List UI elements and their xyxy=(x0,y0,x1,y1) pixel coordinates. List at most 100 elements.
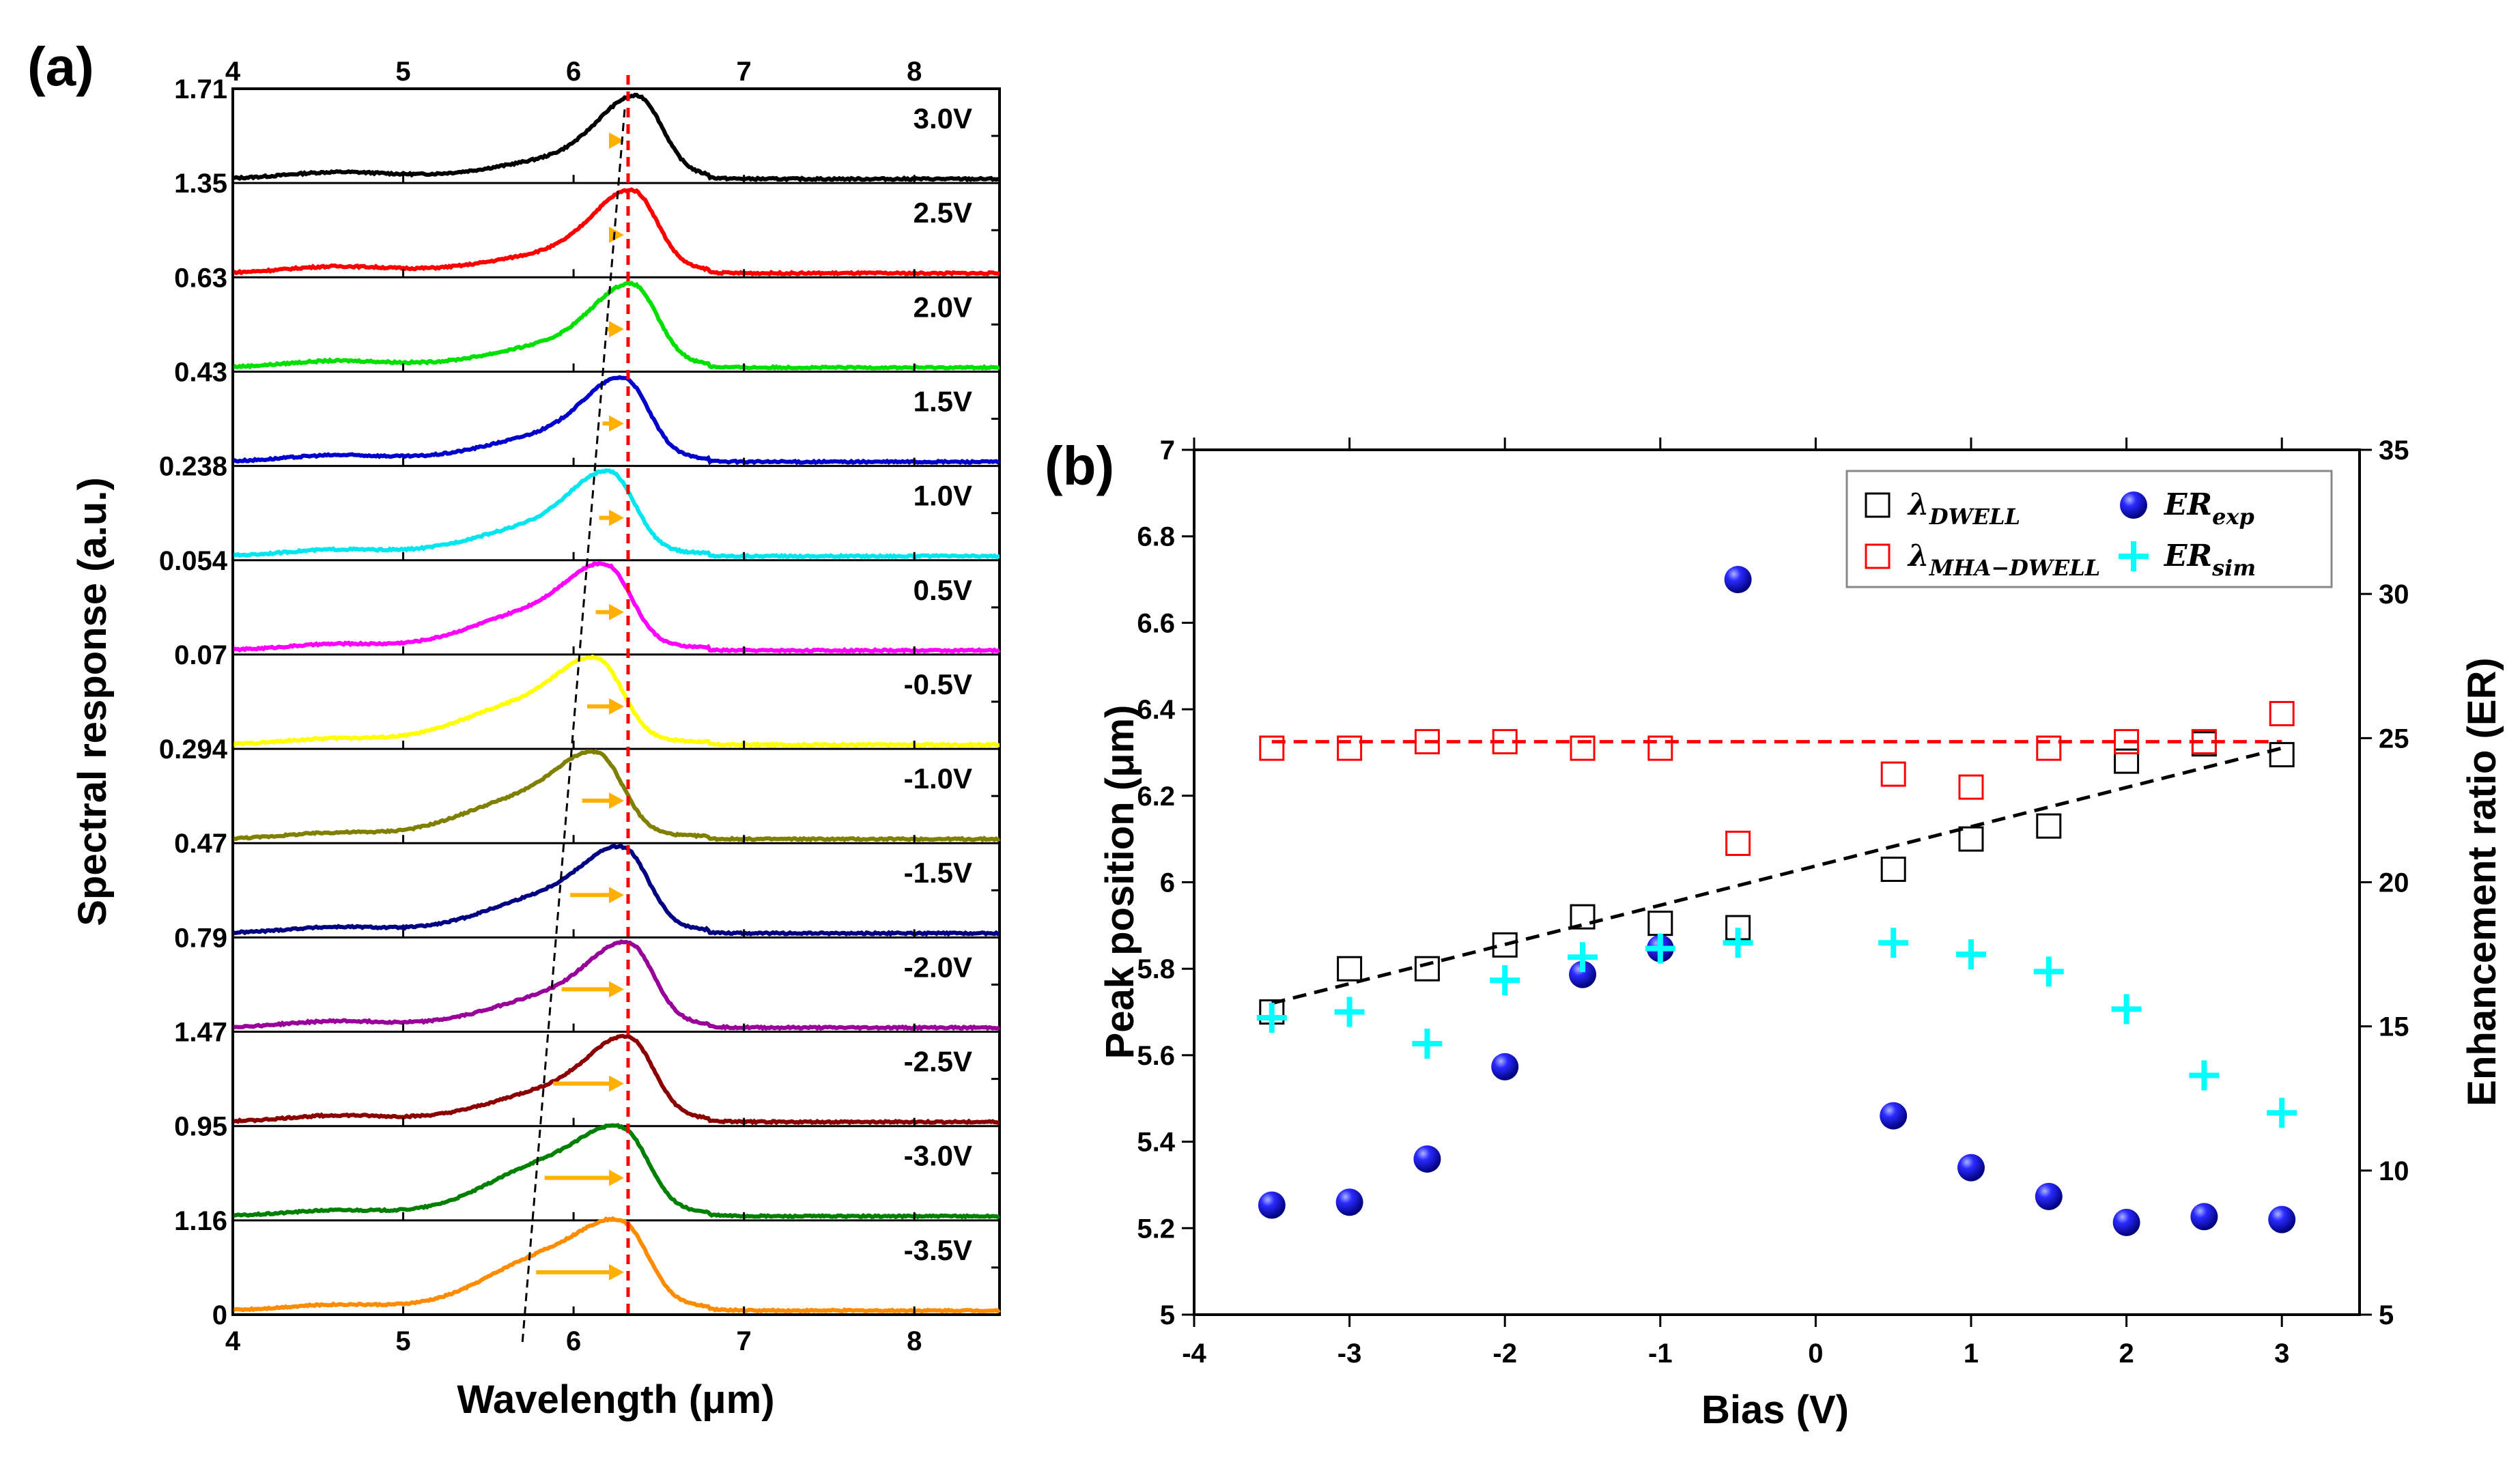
shift-arrowhead xyxy=(608,792,624,810)
panel-a-ylabel: Spectral response (a.u.) xyxy=(70,477,115,926)
sphere-marker xyxy=(1569,960,1596,988)
y-tick-label: 5 xyxy=(1160,1300,1175,1330)
sphere-marker xyxy=(1724,566,1752,594)
y-tick-label: 0.63 xyxy=(174,263,227,293)
y-tick-label: 0.054 xyxy=(159,546,228,576)
square-marker xyxy=(2114,748,2140,774)
y2-tick-label: 35 xyxy=(2379,435,2409,466)
bias-label: 2.5V xyxy=(914,197,972,229)
square-marker xyxy=(2269,700,2295,726)
legend-label-sub: exp xyxy=(2212,504,2254,530)
y-tick-label: 1.16 xyxy=(174,1206,227,1236)
y-tick-label: 0.47 xyxy=(174,829,227,859)
panel-b-label: (b) xyxy=(1045,435,1114,496)
spectrum-curve xyxy=(231,654,1000,749)
spectrum-curve xyxy=(232,281,1000,371)
sphere-marker xyxy=(2120,491,2147,519)
sphere-marker xyxy=(2268,1205,2296,1233)
bias-label: -1.5V xyxy=(904,857,972,889)
plus-marker xyxy=(1878,928,1909,958)
fit-line xyxy=(1271,746,2282,1005)
sphere-marker xyxy=(1413,1145,1441,1173)
y-tick-label: 0.238 xyxy=(159,452,227,482)
shift-arrowhead xyxy=(608,509,624,526)
x-tick-label-top: 6 xyxy=(566,57,581,87)
y-tick-label: 0.43 xyxy=(174,357,227,387)
y2-tick-label: 20 xyxy=(2379,868,2409,898)
plus-marker xyxy=(1956,939,1986,970)
plus-marker xyxy=(1645,933,1675,964)
legend-label: λMHA−DWELL xyxy=(1907,539,2100,581)
panel-b: -4 -3 -2 -1 0 1 2 355.25.45.65.866.26.46.66.875… xyxy=(1137,435,2409,1369)
panel-b-ylabel: Peak position (μm) xyxy=(1098,705,1142,1059)
x-tick-label-top: 8 xyxy=(907,57,922,87)
spectrum-curve xyxy=(232,92,1000,183)
legend-label-main: λ xyxy=(1907,539,1929,573)
square-marker xyxy=(1337,735,1363,761)
x-tick-label: -4 xyxy=(1182,1339,1206,1369)
square-marker xyxy=(1647,735,1673,761)
y-tick-label: 5.6 xyxy=(1137,1041,1175,1071)
square-marker xyxy=(2036,813,2062,839)
x-tick-label: 6 xyxy=(566,1326,581,1356)
plus-marker xyxy=(2033,956,2064,987)
legend-label-main: λ xyxy=(1907,487,1929,522)
bias-label: 1.5V xyxy=(914,385,972,417)
sphere-marker xyxy=(2112,1208,2140,1236)
square-marker xyxy=(1492,932,1518,958)
y-tick-label: 5.2 xyxy=(1137,1214,1175,1244)
plus-marker xyxy=(2189,1060,2220,1091)
square-marker xyxy=(1492,729,1518,755)
shift-arrowhead xyxy=(608,415,624,432)
y2-tick-label: 25 xyxy=(2379,724,2409,754)
y2-tick-label: 30 xyxy=(2379,580,2409,610)
y-tick-label: 1.71 xyxy=(174,74,227,104)
square-marker xyxy=(1865,492,1891,518)
sphere-marker xyxy=(1880,1102,1908,1130)
spectrum-curve xyxy=(231,844,1000,937)
y-tick-label: 6.2 xyxy=(1137,782,1175,812)
bias-label: -2.0V xyxy=(904,951,972,983)
x-tick-label: 0 xyxy=(1808,1339,1823,1369)
shift-arrowhead xyxy=(608,227,624,244)
x-tick-label: 5 xyxy=(395,1326,410,1356)
panel-a: 3.0V 2.5V 2.0V 1.5V 1.0V 0.5V -0.5V -1.0V -1.5V -… xyxy=(159,57,1001,1356)
plus-marker xyxy=(2111,994,2142,1025)
square-marker xyxy=(1880,856,1906,882)
sphere-marker xyxy=(2035,1182,2063,1210)
sphere-marker xyxy=(1258,1191,1286,1219)
square-marker xyxy=(1570,735,1596,761)
x-tick-label-top: 5 xyxy=(395,57,410,87)
shift-arrowhead xyxy=(608,603,624,620)
square-marker xyxy=(2269,742,2295,768)
plus-marker xyxy=(1412,1029,1443,1059)
shift-arrowhead xyxy=(608,1075,624,1092)
sphere-marker xyxy=(2190,1203,2218,1231)
spectrum-curve xyxy=(231,1216,1001,1314)
square-marker xyxy=(1414,729,1440,755)
shift-arrowhead xyxy=(608,887,624,904)
x-tick-label: -1 xyxy=(1648,1339,1673,1369)
spectrum-curve xyxy=(231,560,1001,654)
y-tick-label: 0.95 xyxy=(174,1112,227,1142)
y-tick-label: 6.8 xyxy=(1137,522,1175,552)
plus-marker xyxy=(2119,541,2149,571)
square-marker xyxy=(1865,543,1891,569)
y-tick-label: 6.6 xyxy=(1137,608,1175,638)
y-tick-label: 0.07 xyxy=(174,640,227,670)
y-tick-label: 5.8 xyxy=(1137,954,1175,984)
square-marker xyxy=(1570,904,1596,930)
plus-marker xyxy=(1723,928,1753,958)
y-tick-label: 6.4 xyxy=(1137,695,1175,725)
plus-marker xyxy=(1334,997,1365,1027)
y-tick-label: 1.35 xyxy=(174,169,227,199)
y2-tick-label: 5 xyxy=(2379,1300,2394,1330)
square-marker xyxy=(1958,826,1984,852)
peak-trend-line xyxy=(521,109,626,1343)
spectrum-curve xyxy=(231,375,1001,466)
square-marker xyxy=(2191,729,2217,755)
y-tick-label: 6 xyxy=(1160,868,1175,898)
sphere-marker xyxy=(1491,1053,1519,1081)
legend-label: ERsim xyxy=(2163,539,2256,581)
